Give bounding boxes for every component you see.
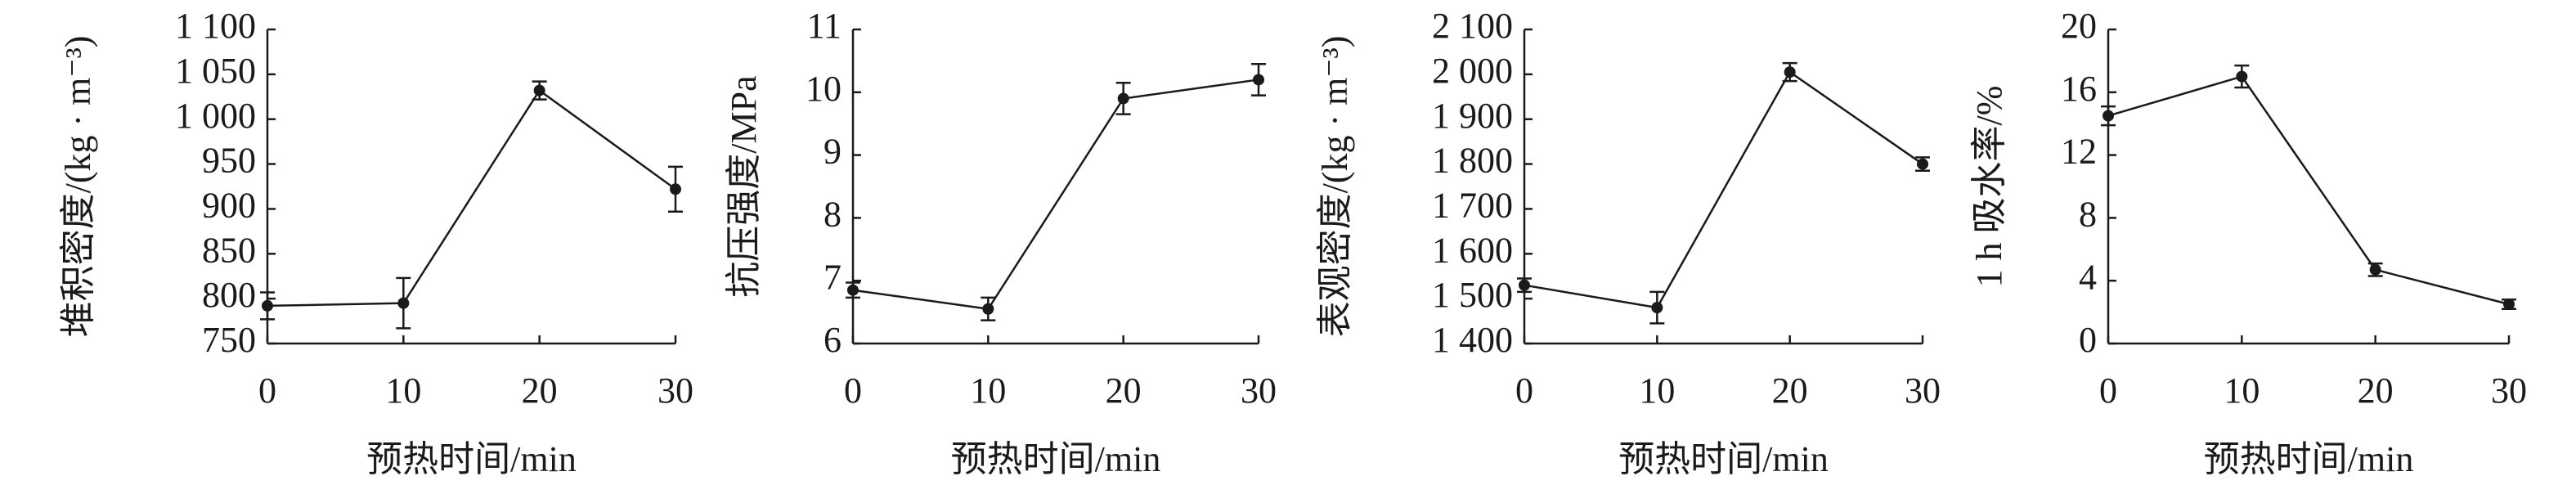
- y-axis-label: 抗压强度/MPa: [724, 75, 764, 297]
- y-tick-label: 850: [202, 230, 256, 270]
- marker: [262, 299, 273, 312]
- y-tick-label: 1 100: [175, 6, 256, 46]
- marker: [1519, 279, 1530, 291]
- y-tick-label: 8: [2079, 194, 2097, 234]
- y-tick-label: 900: [202, 186, 256, 226]
- y-tick-label: 1 600: [1432, 230, 1513, 270]
- y-tick-label: 2 100: [1432, 6, 1513, 46]
- y-tick-label: 10: [806, 69, 841, 109]
- y-tick-label: 9: [824, 132, 841, 172]
- x-axis-label: 预热时间/min: [366, 439, 577, 479]
- marker: [2103, 110, 2114, 122]
- x-tick-label: 20: [2358, 370, 2394, 411]
- y-tick-label: 4: [2079, 257, 2097, 297]
- x-tick-label: 20: [522, 370, 558, 411]
- x-tick-label: 30: [657, 370, 693, 411]
- marker: [2369, 263, 2381, 276]
- x-tick-label: 0: [1515, 370, 1533, 411]
- line: [852, 79, 1259, 311]
- x-tick-label: 20: [1106, 370, 1142, 411]
- x-tick-label: 10: [1639, 370, 1675, 411]
- x-tick-label: 0: [258, 370, 276, 411]
- y-axis-label: 堆积密度/(kg · m⁻³): [58, 36, 98, 338]
- y-axis-label: 表观密度/(kg · m⁻³): [1315, 36, 1355, 338]
- x-axis-label: 预热时间/min: [2204, 439, 2414, 479]
- y-tick-label: 11: [807, 6, 841, 46]
- marker: [2503, 299, 2515, 310]
- y-tick-label: 2 000: [1432, 51, 1513, 91]
- y-tick-label: 8: [824, 194, 841, 234]
- marker: [670, 183, 681, 195]
- marker: [1651, 302, 1663, 314]
- y-tick-label: 1 800: [1432, 141, 1513, 181]
- y-tick-label: 1 000: [175, 96, 256, 136]
- line: [1524, 70, 1923, 309]
- line: [2107, 75, 2510, 306]
- y-tick-label: 750: [202, 320, 256, 360]
- marker: [847, 284, 859, 296]
- y-tick-label: 20: [2061, 6, 2097, 46]
- x-tick-label: 10: [385, 370, 421, 411]
- line: [267, 88, 676, 308]
- x-tick-label: 0: [844, 370, 862, 411]
- y-tick-label: 1 500: [1432, 275, 1513, 315]
- x-axis-label: 预热时间/min: [951, 439, 1161, 479]
- y-tick-label: 12: [2061, 132, 2097, 172]
- marker: [1917, 158, 1928, 170]
- marker: [397, 297, 410, 309]
- y-tick-label: 1 050: [175, 51, 256, 91]
- x-tick-label: 30: [2491, 370, 2527, 411]
- marker: [1784, 66, 1796, 79]
- marker: [1253, 74, 1264, 86]
- y-tick-label: 950: [202, 141, 256, 181]
- y-tick-label: 16: [2061, 69, 2097, 109]
- x-axis-label: 预热时间/min: [1618, 439, 1829, 479]
- y-tick-label: 7: [824, 257, 841, 297]
- x-tick-label: 0: [2099, 370, 2117, 411]
- marker: [1117, 92, 1129, 105]
- x-tick-label: 20: [1772, 370, 1808, 411]
- y-tick-label: 1 700: [1432, 186, 1513, 226]
- marker: [982, 303, 994, 315]
- y-axis-label: 1 h 吸水率/%: [1969, 86, 2009, 288]
- y-tick-label: 1 900: [1432, 96, 1513, 136]
- marker: [533, 84, 545, 97]
- y-tick-label: 1 400: [1432, 320, 1513, 360]
- marker: [2236, 70, 2248, 83]
- y-tick-label: 6: [824, 320, 841, 360]
- x-tick-label: 10: [2224, 370, 2260, 411]
- y-tick-label: 800: [202, 275, 256, 315]
- x-tick-label: 10: [970, 370, 1006, 411]
- x-tick-label: 30: [1905, 370, 1941, 411]
- x-tick-label: 30: [1241, 370, 1277, 411]
- y-tick-label: 0: [2079, 320, 2097, 360]
